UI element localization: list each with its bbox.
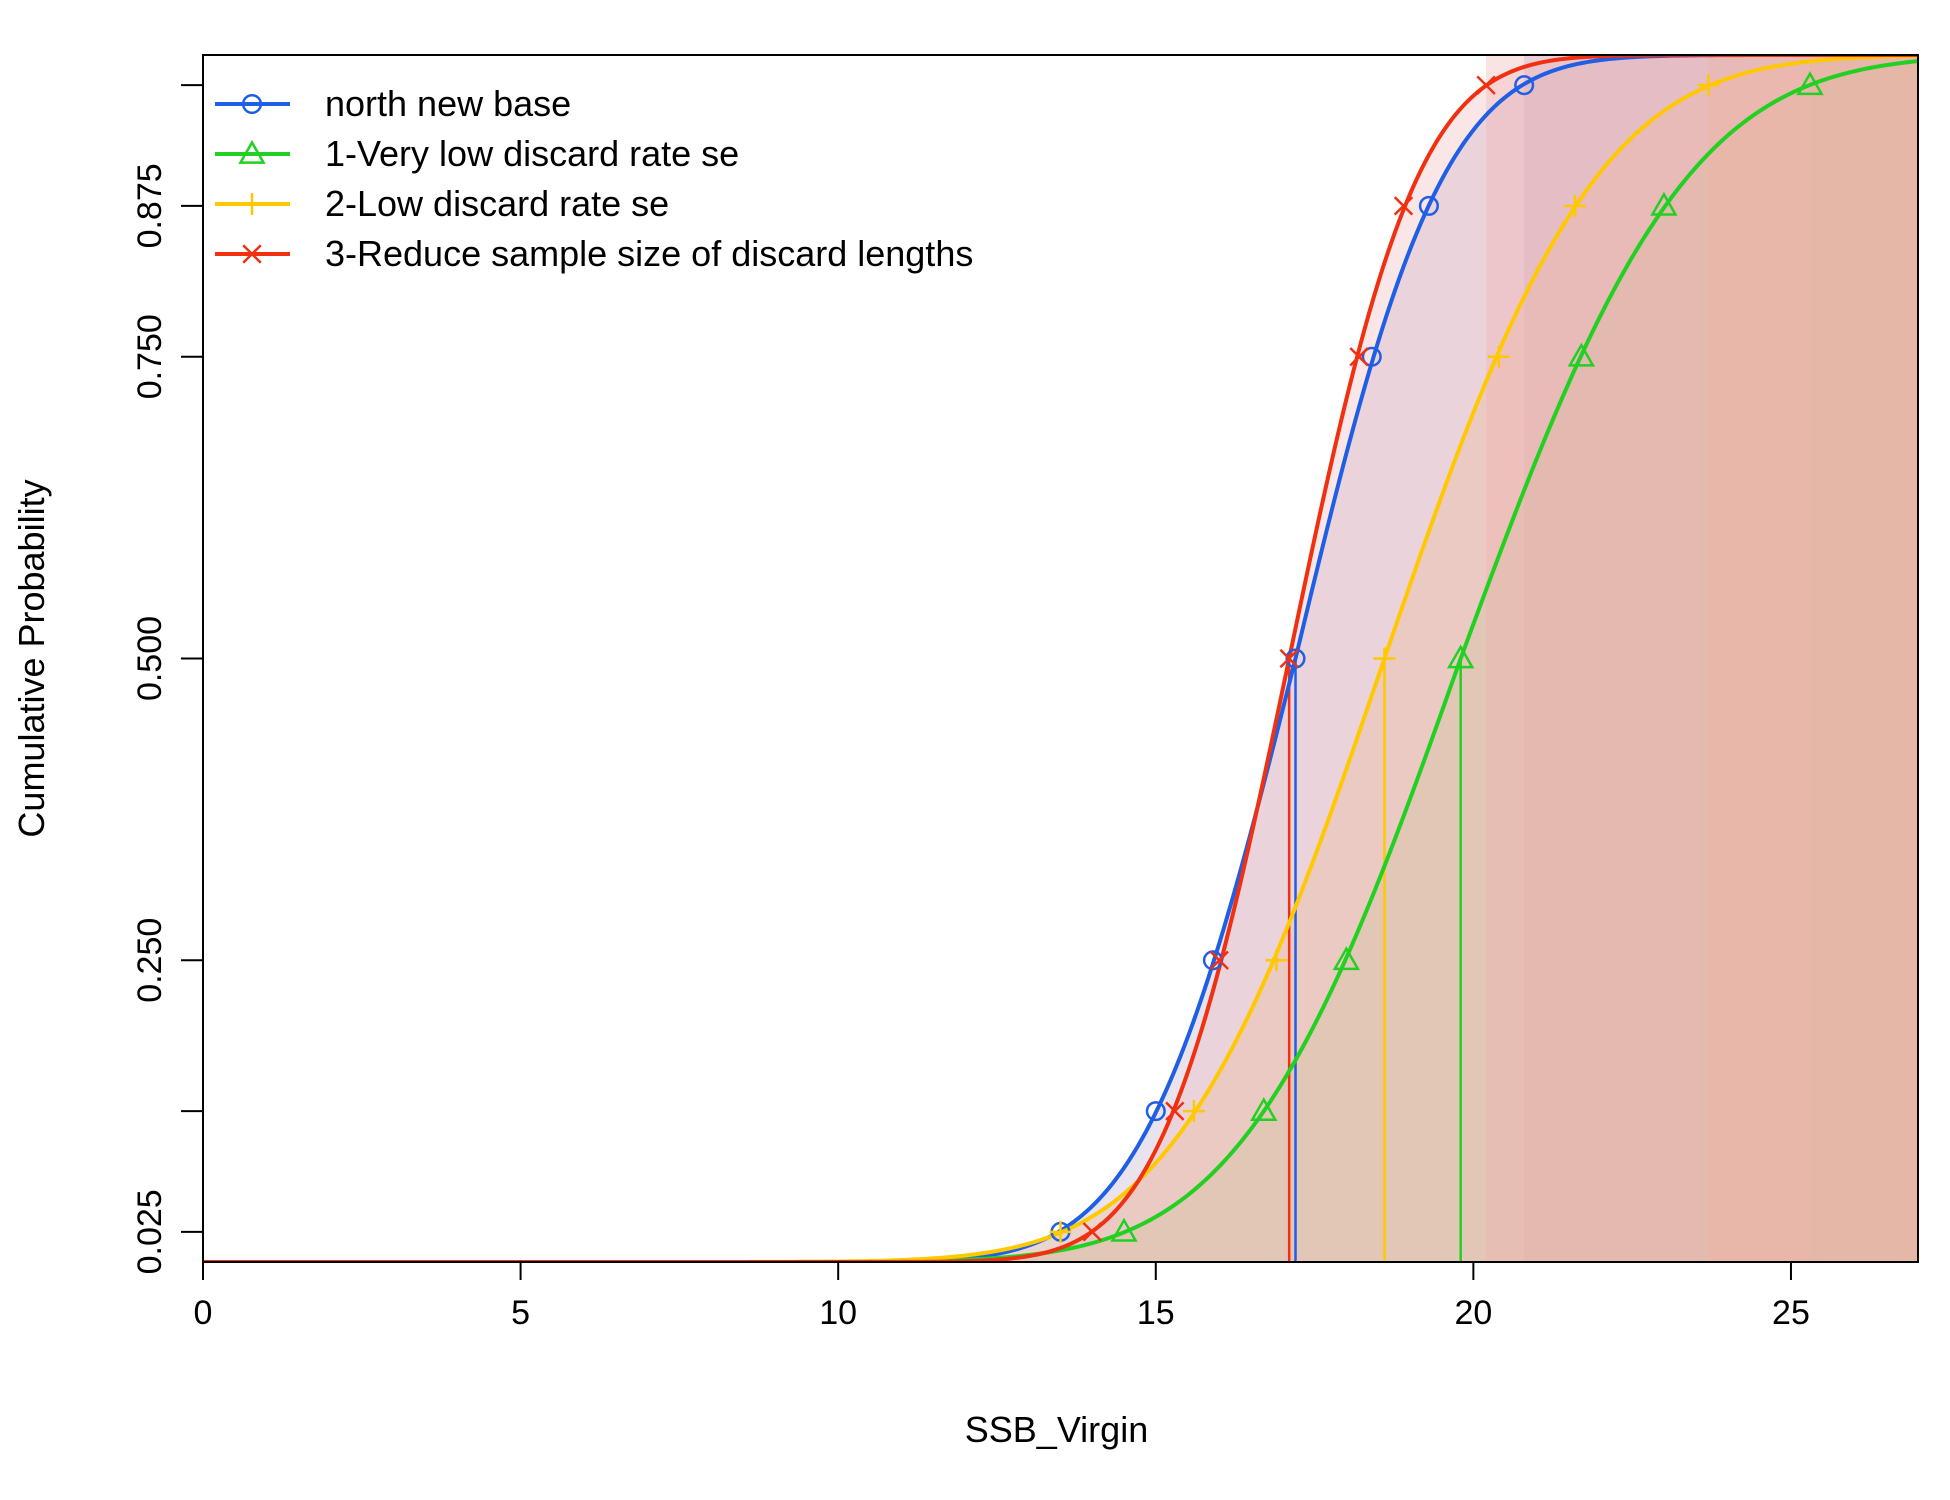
- marker-series-3-4: [1373, 647, 1396, 670]
- marker-series-4-4: [1279, 648, 1299, 669]
- fill-area-series-2: [203, 61, 1918, 1262]
- legend-marker: [241, 93, 263, 115]
- quantile-markers: [1049, 71, 1824, 1243]
- legend-item-1: north new base: [215, 83, 571, 124]
- x-axis: 0 5 10 15 20 25: [194, 1261, 1810, 1332]
- x-tick-label: 0: [194, 1294, 213, 1332]
- legend-label: 2-Low discard rate se: [325, 183, 669, 224]
- marker-series-2-1: [1110, 1217, 1138, 1242]
- marker-series-1-5: [1361, 346, 1382, 367]
- marker-series-3-7: [1697, 74, 1720, 97]
- x-tick-label: 25: [1772, 1294, 1810, 1332]
- fill-area-series-3: [203, 55, 1918, 1262]
- marker-series-1-2: [1145, 1101, 1166, 1122]
- y-tick-label: 0.500: [131, 616, 169, 701]
- marker-series-3-3: [1265, 949, 1288, 972]
- marker-series-4-2: [1165, 1101, 1185, 1121]
- legend-label: north new base: [325, 83, 571, 124]
- y-axis-label: Cumulative Probability: [11, 479, 52, 837]
- y-tick-label: 0.025: [131, 1189, 169, 1274]
- marker-series-3-5: [1487, 345, 1510, 368]
- marker-series-3-1: [1049, 1220, 1072, 1243]
- x-tick-label: 5: [511, 1294, 530, 1332]
- legend-item-4: 3-Reduce sample size of discard lengths: [215, 233, 973, 274]
- legend-marker: [242, 244, 262, 264]
- marker-series-3-2: [1182, 1100, 1205, 1123]
- legend-item-2: 1-Very low discard rate se: [215, 133, 739, 174]
- y-tick-label: 0.250: [131, 918, 169, 1003]
- marker-series-2-3: [1332, 946, 1361, 971]
- marker-series-2-5: [1567, 342, 1596, 367]
- marker-series-2-4: [1446, 644, 1475, 669]
- y-tick-label: 0.875: [131, 163, 169, 248]
- x-tick-label: 15: [1137, 1294, 1175, 1332]
- legend-marker: [238, 139, 266, 164]
- legend-label: 3-Reduce sample size of discard lengths: [325, 233, 973, 274]
- marker-series-1-3: [1202, 950, 1223, 971]
- tail-band-series-3: [1708, 55, 1918, 1262]
- tail-band-series-2: [1810, 55, 1918, 1262]
- tail-band-series-4: [1486, 55, 1918, 1262]
- legend-item-3: 2-Low discard rate se: [215, 183, 669, 224]
- marker-series-4-6: [1393, 196, 1414, 216]
- marker-series-1-7: [1514, 75, 1535, 96]
- median-lines: [1287, 658, 1462, 1262]
- x-tick-label: 10: [819, 1294, 857, 1332]
- y-axis: 0.025 0.250 0.500 0.750 0.875: [131, 84, 204, 1274]
- legend-label: 1-Very low discard rate se: [325, 133, 739, 174]
- curve-series-2: [203, 59, 1918, 1262]
- marker-series-1-4: [1285, 648, 1306, 669]
- marker-series-2-6: [1650, 191, 1678, 216]
- marker-series-4-3: [1209, 950, 1229, 970]
- marker-series-3-6: [1564, 194, 1586, 217]
- marker-series-2-7: [1796, 71, 1824, 96]
- marker-series-4-7: [1476, 75, 1496, 95]
- x-axis-label: SSB_Virgin: [965, 1409, 1148, 1450]
- marker-series-4-5: [1349, 347, 1369, 367]
- marker-series-4-1: [1082, 1222, 1102, 1242]
- x-tick-label: 20: [1454, 1294, 1492, 1332]
- marker-series-1-6: [1418, 195, 1439, 216]
- legend-marker: [241, 193, 263, 215]
- legend: north new base 1-Very low discard rate se…: [215, 83, 973, 274]
- y-tick-label: 0.750: [131, 314, 169, 399]
- marker-series-2-2: [1250, 1097, 1278, 1122]
- cumulative-fill-areas: [203, 55, 1918, 1262]
- tail-band-series-1: [1524, 55, 1918, 1262]
